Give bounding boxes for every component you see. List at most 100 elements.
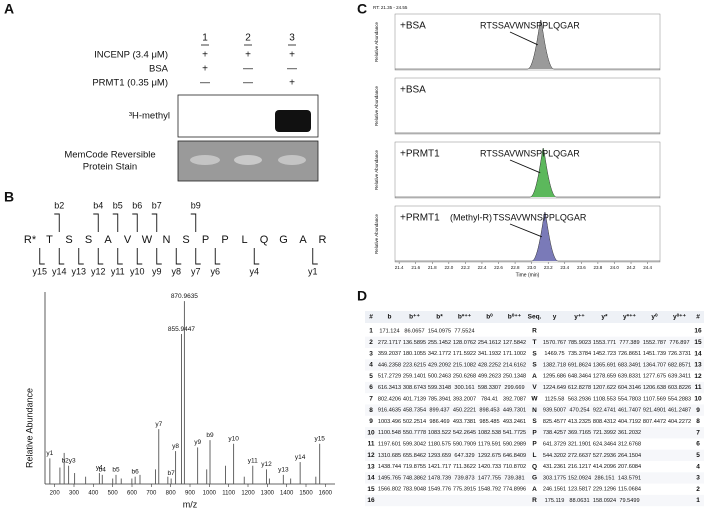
table-cell: T — [533, 339, 537, 346]
peak-label: 855.9447 — [168, 326, 195, 333]
table-cell: 123.5817 — [568, 487, 591, 493]
residue: V — [124, 234, 132, 246]
table-cell: 1277.675 — [643, 374, 666, 380]
table-cell: 554.7803 — [618, 396, 641, 402]
panel-letter: D — [357, 288, 367, 304]
table-cell: 250.6268 — [453, 374, 476, 380]
table-cell: 1100.548 — [378, 430, 401, 436]
trace-condition: +PRMT1 — [400, 149, 440, 160]
lane-number: 1 — [202, 33, 208, 44]
b-ion-label: b4 — [93, 200, 103, 210]
table-cell: 171.124 — [379, 328, 399, 334]
b-ion-bracket — [54, 213, 60, 232]
blot-label: Protein Stain — [83, 162, 137, 173]
table-cell: 711.3622 — [453, 464, 476, 470]
table-cell: 461.2487 — [668, 408, 691, 414]
peptide-label: RTSSAVWNSPPLQGAR — [480, 20, 580, 30]
residue: R — [319, 234, 327, 246]
table-cell: 783.9048 — [403, 487, 426, 493]
table-cell: 341.1932 — [478, 351, 501, 357]
table-cell: 449.7301 — [503, 408, 526, 414]
table-cell: 502.2514 — [403, 419, 426, 425]
table-cell: 9 — [369, 418, 373, 425]
peak-label: y12 — [261, 461, 272, 468]
x-tick-label: 22.6 — [494, 265, 503, 270]
table-cell: 802.4206 — [378, 396, 401, 402]
peak-label: y7 — [155, 421, 162, 428]
table-cell: 9 — [696, 407, 700, 414]
table-cell: 393.2007 — [453, 396, 476, 402]
peptide-arrow — [509, 159, 541, 174]
x-tick-label: 1000 — [203, 491, 217, 497]
table-cell: 7 — [369, 396, 373, 403]
x-tick-label: 21.8 — [428, 265, 437, 270]
table-cell: 1495.765 — [378, 475, 401, 481]
table-cell: 726.8651 — [618, 351, 641, 357]
x-tick-label: 900 — [185, 491, 196, 497]
chromatogram-peak — [395, 211, 660, 262]
peptide-label: RTSSAVWNSPPLQGAR — [480, 148, 580, 158]
table-cell: 1549.776 — [428, 487, 451, 493]
table-cell: 493.7381 — [453, 419, 476, 425]
x-tick-label: 22.4 — [478, 265, 487, 270]
table-row-bg — [365, 427, 704, 439]
table-cell: R — [532, 497, 537, 504]
table-header: b*⁺⁺ — [458, 314, 472, 321]
table-cell: 1293.659 — [428, 453, 451, 459]
table-cell: 682.8571 — [668, 362, 691, 368]
x-tick-label: 23.8 — [594, 265, 603, 270]
table-cell: 207.6084 — [618, 464, 641, 470]
table-cell: 916.4635 — [378, 408, 401, 414]
table-cell: 6 — [696, 441, 700, 448]
table-cell: S — [532, 418, 537, 425]
table-cell: 1278.659 — [593, 374, 616, 380]
x-tick-label: 22.2 — [461, 265, 470, 270]
table-cell: 807.4472 — [643, 419, 666, 425]
table-cell: 1310.685 — [378, 453, 401, 459]
table-cell: 641.3729 — [543, 441, 566, 447]
x-tick-label: 1200 — [241, 491, 255, 497]
peak-label: b6 — [132, 468, 140, 475]
residue: P — [221, 234, 228, 246]
residue: N — [163, 234, 171, 246]
rt-header: RT: 21.35 - 24.55 — [373, 5, 408, 10]
y-ion-label: y8 — [171, 266, 181, 276]
table-cell: 775.3915 — [453, 487, 476, 493]
table-cell: 14 — [367, 475, 375, 482]
table-cell: Q — [532, 463, 537, 470]
table-cell: 748.3862 — [403, 475, 426, 481]
table-cell: 127.5842 — [503, 340, 526, 346]
y-ion-label: y11 — [111, 266, 125, 276]
table-cell: 470.254 — [569, 408, 589, 414]
peak-label: y15 — [314, 435, 325, 442]
table-cell: 517.2729 — [378, 374, 401, 380]
table-cell: P — [532, 441, 537, 448]
residue: T — [46, 234, 53, 246]
table-cell: 10 — [694, 396, 702, 403]
table-cell: 14 — [694, 350, 702, 357]
x-tick-label: 200 — [50, 491, 61, 497]
table-cell: 939.5007 — [543, 408, 566, 414]
y-ion-bracket — [58, 248, 65, 265]
table-cell: 986.469 — [429, 419, 449, 425]
residue: G — [279, 234, 288, 246]
table-cell: 5 — [369, 373, 373, 380]
table-cell: 359.2037 — [378, 351, 401, 357]
residue: Q — [260, 234, 269, 246]
b-ion-bracket — [132, 213, 138, 232]
x-tick-label: 500 — [108, 491, 119, 497]
table-cell: 250.1348 — [503, 374, 526, 380]
table-cell: 784.41 — [481, 396, 498, 402]
table-cell: 1478.739 — [428, 475, 451, 481]
x-tick-label: 22.0 — [444, 265, 453, 270]
stain-band — [190, 155, 220, 165]
table-cell: 361.2032 — [618, 430, 641, 436]
table-cell: 785.9023 — [568, 340, 591, 346]
table-cell: 214.6162 — [503, 362, 526, 368]
table-cell: 899.437 — [429, 408, 449, 414]
table-header: y⁺⁺ — [574, 314, 585, 321]
trace-y-title: Relative Abundance — [374, 213, 379, 254]
table-cell: 599.3148 — [428, 385, 451, 391]
residue: P — [202, 234, 209, 246]
